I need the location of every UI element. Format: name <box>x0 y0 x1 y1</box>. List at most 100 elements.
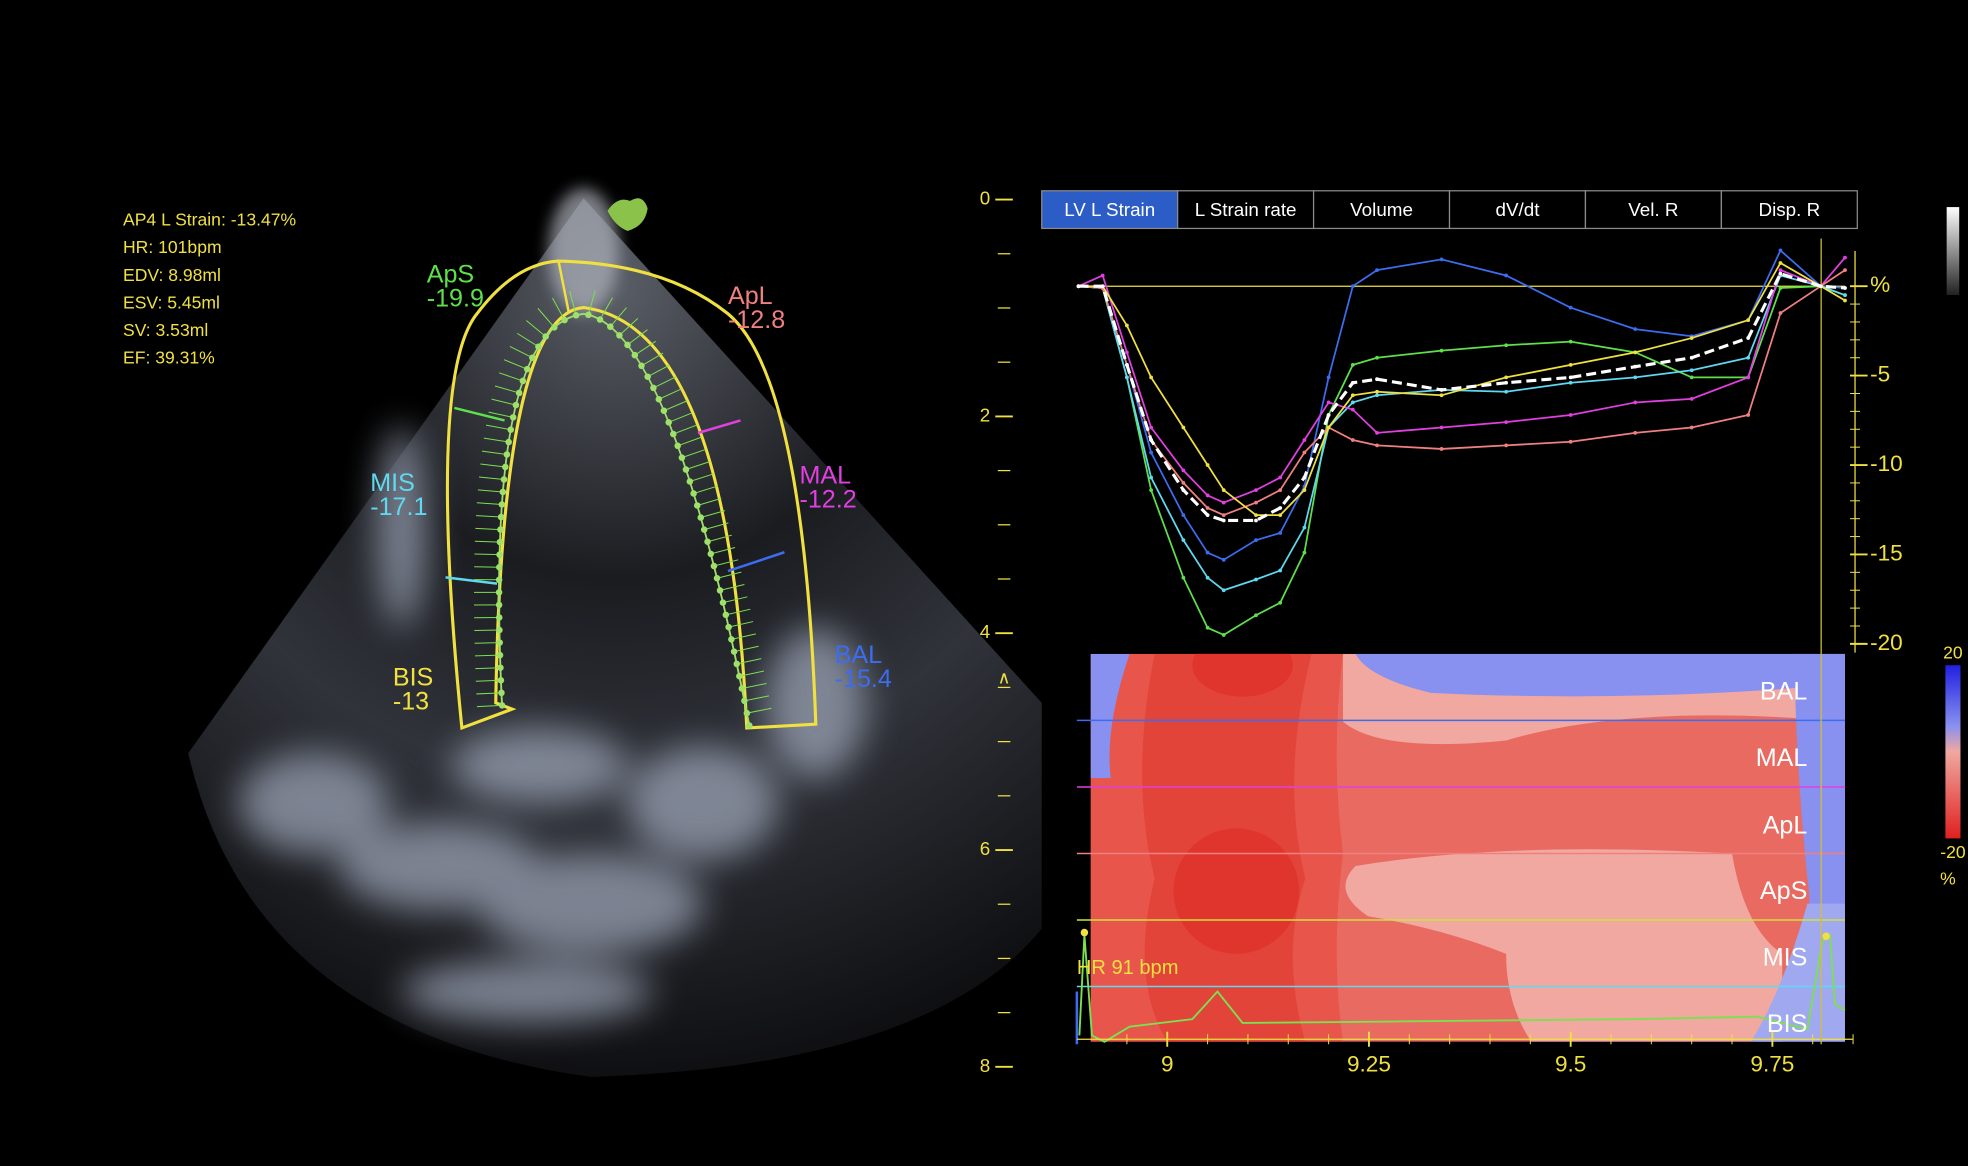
tracking-point <box>644 373 651 380</box>
ultrasound-image <box>188 188 1042 1077</box>
strain-arrow <box>475 527 501 531</box>
x-tick-label: 9 <box>1161 1052 1174 1077</box>
strain-arrow <box>746 707 772 714</box>
strain-point <box>1843 286 1847 290</box>
tracking-point <box>519 377 527 385</box>
strain-point <box>1302 550 1307 555</box>
tab-label[interactable]: Vel. R <box>1628 199 1678 220</box>
strain-point <box>1746 413 1751 417</box>
tracking-point <box>523 365 531 373</box>
tab-label[interactable]: Disp. R <box>1758 199 1820 220</box>
strain-point <box>1302 438 1307 442</box>
x-tick-label: 9.75 <box>1750 1052 1794 1077</box>
tab-label[interactable]: dV/dt <box>1496 199 1541 220</box>
strain-arrow <box>474 540 500 543</box>
strain-point <box>1125 375 1129 380</box>
tracking-point <box>496 626 503 634</box>
tracking-point <box>496 639 503 646</box>
tab[interactable] <box>1312 190 1451 230</box>
strain-point <box>1149 475 1153 480</box>
strain-point <box>1439 393 1444 398</box>
strain-point <box>1221 633 1226 637</box>
tab-label[interactable]: LV L Strain <box>1064 199 1155 220</box>
tab[interactable] <box>1041 190 1179 230</box>
strain-point <box>1278 568 1283 573</box>
strain-point <box>1778 268 1783 272</box>
tracking-point <box>495 589 503 596</box>
strain-curve <box>1078 285 1846 636</box>
strain-arrow <box>494 385 520 394</box>
tracking-point <box>638 362 645 370</box>
strain-point <box>1278 488 1283 492</box>
strain-arrow <box>599 297 613 320</box>
tracking-point <box>690 490 697 497</box>
colorbar-unit: % <box>1940 868 1956 888</box>
tracking-point <box>496 551 503 558</box>
strain-point <box>1689 375 1694 380</box>
tracking-point <box>551 324 558 331</box>
strain-arrow <box>516 332 539 348</box>
tracking-point <box>730 648 738 655</box>
strain-point <box>1221 518 1226 523</box>
strain-arrow <box>741 682 767 689</box>
strain-point <box>1149 375 1153 380</box>
strain-arrow <box>525 320 547 337</box>
strain-arrow <box>476 704 503 708</box>
strain-point <box>1254 577 1258 582</box>
segment-name: BIS <box>393 664 433 692</box>
strain-point <box>1375 268 1379 272</box>
strain-point <box>1375 443 1379 448</box>
map-labels: BAL MAL ApL ApS MIS BIS <box>1756 677 1808 1038</box>
strain-point <box>1633 350 1638 355</box>
tab-label[interactable]: L Strain rate <box>1195 199 1297 220</box>
strain-arrow <box>710 546 736 555</box>
map-label: ApL <box>1763 812 1808 840</box>
segment-name: MIS <box>370 469 415 497</box>
strain-point <box>1843 293 1847 298</box>
strain-point <box>1633 430 1638 435</box>
x-tick-label: 9.5 <box>1555 1052 1586 1077</box>
tab[interactable] <box>1448 190 1587 230</box>
strain-point <box>1568 380 1573 385</box>
tracking-point <box>498 501 506 508</box>
y-tick-label: % <box>1870 272 1890 297</box>
strain-point <box>1125 363 1129 367</box>
strain-point <box>1633 364 1638 369</box>
strain-point <box>1375 377 1379 382</box>
strain-chart: % -5 -10 -15 -20 9 9.25 9.5 9.75 <box>1076 238 1903 1077</box>
tab[interactable] <box>1177 190 1315 230</box>
tracking-point <box>710 562 718 570</box>
strain-point <box>1149 450 1153 455</box>
strain-arrow <box>476 502 502 505</box>
strain-point <box>1843 268 1847 272</box>
tracking-point <box>736 672 743 680</box>
tracking-point <box>682 466 690 473</box>
tab[interactable] <box>1720 190 1858 230</box>
strain-point <box>1504 343 1509 348</box>
strain-point <box>1439 447 1444 451</box>
tab-label[interactable]: Volume <box>1350 199 1413 220</box>
strain-arrow <box>477 489 503 493</box>
strain-point <box>1181 513 1186 517</box>
tracking-point <box>585 311 592 319</box>
strain-point <box>1181 481 1186 485</box>
strain-arrow <box>488 411 514 418</box>
strain-arrow <box>537 308 555 328</box>
strain-point <box>1778 311 1783 315</box>
strain-arrow <box>739 670 765 677</box>
segment-name: ApL <box>728 282 773 310</box>
strain-point <box>1778 261 1783 265</box>
strain-point <box>1254 538 1258 543</box>
strain-point <box>1254 513 1258 517</box>
strain-point <box>1278 513 1283 517</box>
tracking-point <box>505 438 512 446</box>
depth-label: 0 <box>980 188 990 209</box>
tracking-point <box>697 514 705 521</box>
strain-point <box>1254 500 1258 505</box>
strain-point <box>1221 500 1226 505</box>
strain-arrow <box>728 621 754 628</box>
tracking-point <box>497 526 504 533</box>
strain-arrow <box>725 608 751 616</box>
tracking-point <box>507 426 515 433</box>
tracking-point <box>660 407 668 415</box>
